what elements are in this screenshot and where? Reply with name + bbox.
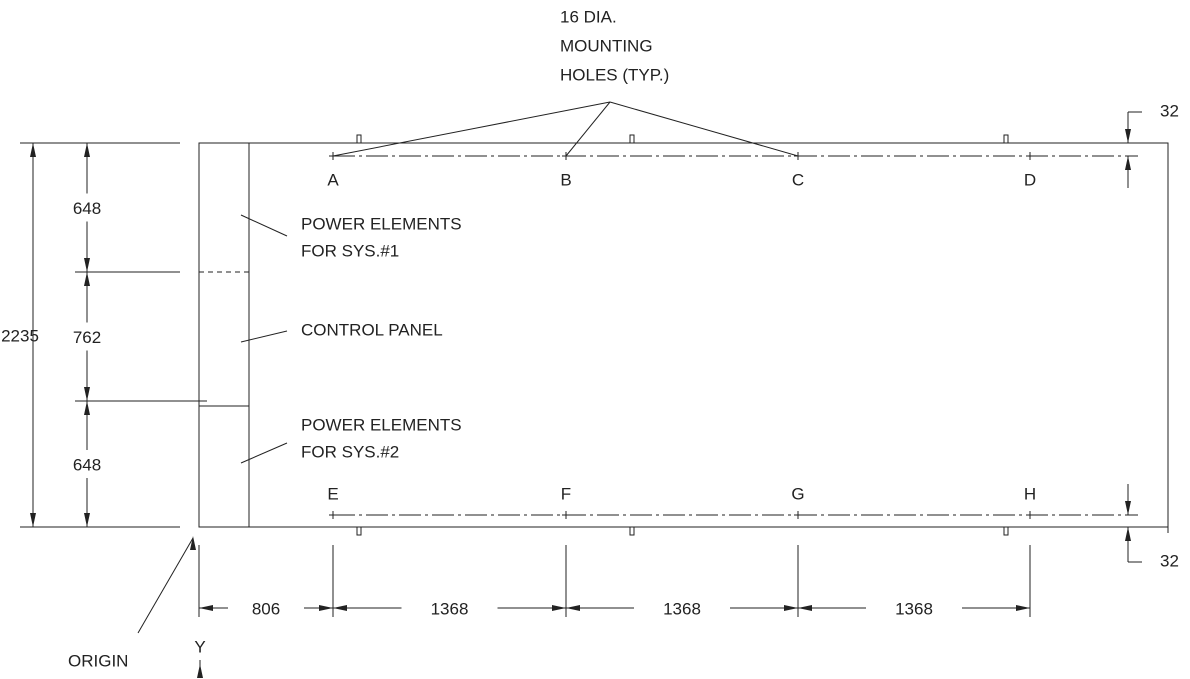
tab [356, 526, 362, 536]
arrowhead [1125, 156, 1131, 170]
dimension-label: 32 [1160, 101, 1179, 120]
leader [565, 101, 611, 157]
tab [629, 526, 635, 536]
dimension-label: 32 [1160, 551, 1179, 570]
leader [137, 537, 194, 634]
leader [240, 330, 288, 343]
origin-label: ORIGIN [68, 651, 128, 670]
arrowhead [197, 664, 203, 678]
leader [240, 442, 288, 464]
axis-label: Y [194, 637, 205, 656]
tab [1003, 134, 1009, 144]
tab [629, 134, 635, 144]
leader [609, 101, 799, 157]
dimension-label: 2235 [1, 326, 39, 345]
dimension-label: 648 [73, 199, 101, 218]
hole-label: A [327, 170, 339, 189]
arrowhead [199, 605, 213, 611]
arrowhead [30, 513, 36, 527]
tab [1003, 526, 1009, 536]
arrowhead [566, 605, 580, 611]
dimension-label: 1368 [431, 599, 469, 618]
hole-label: F [561, 484, 571, 503]
hole-label: D [1024, 170, 1036, 189]
arrowhead [1016, 605, 1030, 611]
cabinet-outline [198, 142, 1169, 528]
arrowhead [552, 605, 566, 611]
arrowhead [784, 605, 798, 611]
dimension-label: 1368 [895, 599, 933, 618]
tab [356, 134, 362, 144]
zone-label: POWER ELEMENTS [301, 214, 462, 233]
arrowhead [84, 143, 90, 157]
arrowhead [333, 605, 347, 611]
arrowhead [1125, 129, 1131, 143]
leader [240, 214, 288, 237]
zone-label: CONTROL PANEL [301, 320, 443, 339]
dimension-label: 806 [252, 599, 280, 618]
arrowhead [319, 605, 333, 611]
arrowhead [190, 536, 196, 550]
note-text: HOLES (TYP.) [560, 65, 669, 84]
zone-label: FOR SYS.#2 [301, 442, 399, 461]
arrowhead [84, 401, 90, 415]
note-text: MOUNTING [560, 36, 653, 55]
dimension-label: 1368 [663, 599, 701, 618]
arrowhead [84, 387, 90, 401]
arrowhead [84, 258, 90, 272]
arrowhead [30, 143, 36, 157]
dimension-label: 762 [73, 328, 101, 347]
arrowhead [1125, 501, 1131, 515]
arrowhead [84, 513, 90, 527]
dimension-label: 648 [73, 455, 101, 474]
arrowhead [798, 605, 812, 611]
hole-label: H [1024, 484, 1036, 503]
arrowhead [84, 272, 90, 286]
hole-label: E [327, 484, 338, 503]
arrowhead [1125, 527, 1131, 541]
zone-label: FOR SYS.#1 [301, 241, 399, 260]
note-text: 16 DIA. [560, 7, 617, 26]
hole-label: G [791, 484, 804, 503]
hole-label: B [560, 170, 571, 189]
leader [332, 101, 611, 157]
zone-label: POWER ELEMENTS [301, 415, 462, 434]
hole-label: C [792, 170, 804, 189]
